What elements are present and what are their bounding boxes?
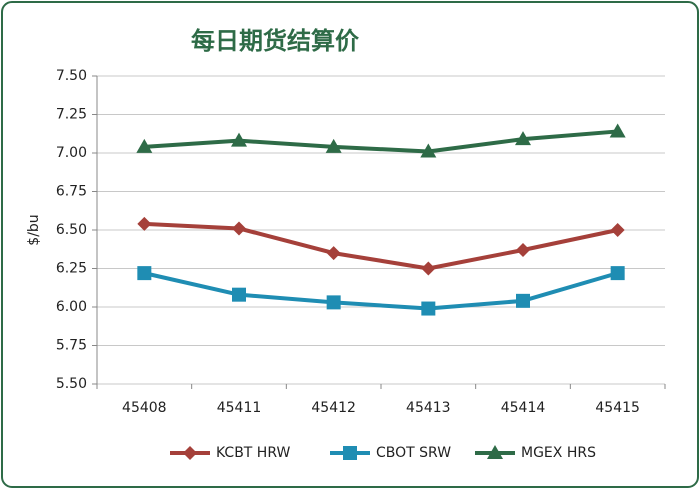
data-point: [421, 261, 436, 276]
data-point: [421, 301, 436, 316]
x-tick-label: 45408: [122, 400, 167, 416]
data-point: [326, 295, 341, 310]
data-point: [610, 266, 625, 281]
series-line: [143, 271, 619, 311]
y-axis-label: $/bu: [26, 214, 42, 245]
chart-title: 每日期货结算价: [191, 27, 360, 55]
y-tick-label: 5.75: [56, 338, 87, 354]
x-tick-label: 45411: [217, 400, 262, 416]
legend-marker: [487, 445, 503, 459]
legend-marker: [343, 446, 357, 460]
data-point: [515, 131, 531, 146]
y-tick-label: 6.00: [56, 299, 87, 315]
x-tick-label: 45412: [311, 400, 356, 416]
data-point: [136, 138, 153, 153]
y-tick-label: 7.25: [56, 107, 87, 123]
y-tick-label: 7.50: [56, 68, 87, 84]
data-point: [326, 246, 341, 261]
legend-label: MGEX HRS: [521, 445, 596, 461]
series-line: [144, 221, 619, 271]
legend-label: KCBT HRW: [216, 445, 290, 461]
legend-marker: [183, 446, 197, 460]
y-tick-label: 5.50: [56, 376, 87, 392]
x-tick-label: 45413: [406, 400, 451, 416]
data-point: [137, 216, 152, 231]
y-tick-label: 6.75: [56, 184, 87, 200]
legend-label: CBOT SRW: [376, 445, 451, 461]
data-point: [137, 266, 152, 281]
y-tick-label: 6.50: [56, 222, 87, 238]
data-point: [231, 132, 247, 147]
y-tick-label: 7.00: [56, 145, 87, 161]
data-point: [516, 293, 530, 308]
data-point: [232, 221, 246, 236]
data-point: [325, 138, 342, 153]
x-tick-label: 45415: [595, 400, 640, 416]
data-point: [232, 287, 246, 302]
series-line: [144, 129, 618, 154]
data-point: [516, 243, 530, 258]
data-point: [420, 143, 437, 158]
y-tick-label: 6.25: [56, 261, 87, 277]
data-point: [610, 223, 625, 237]
x-tick-label: 45414: [501, 400, 546, 416]
data-point: [609, 123, 626, 138]
